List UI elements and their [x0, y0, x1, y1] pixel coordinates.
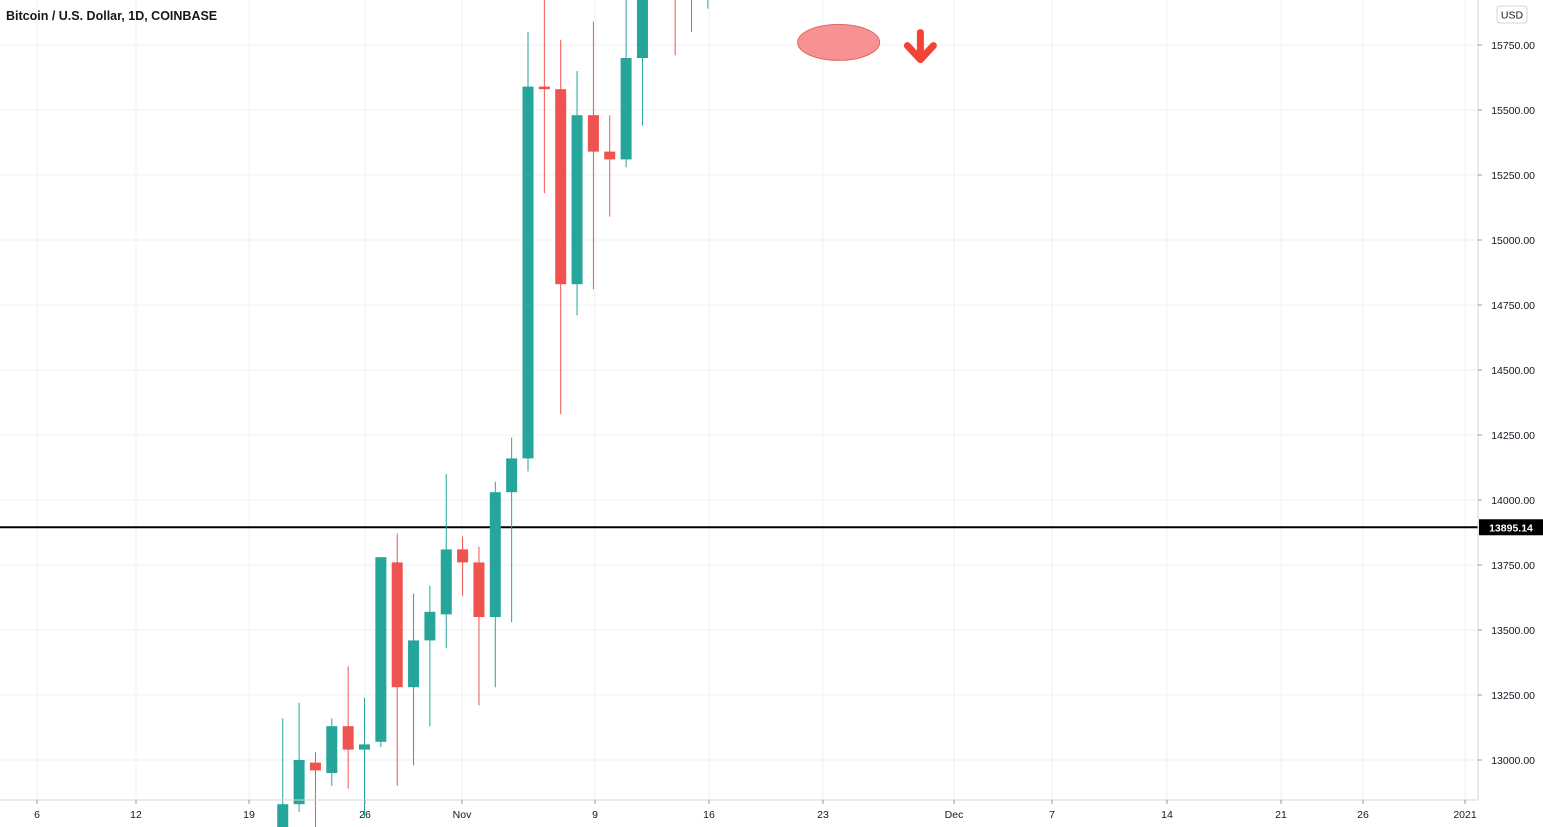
- price-tick-label: 14250.00: [1491, 430, 1535, 442]
- arrow-down-icon[interactable]: [903, 29, 937, 64]
- time-tick-label: 16: [703, 809, 715, 821]
- time-tick-label: 2021: [1453, 809, 1477, 821]
- candle-up: [522, 32, 534, 472]
- candle-up: [506, 437, 518, 623]
- time-tick-label: 19: [243, 809, 255, 821]
- time-tick-label: 7: [1049, 809, 1055, 821]
- candle-up: [489, 481, 501, 688]
- candle-down: [691, 0, 692, 32]
- candle-body: [424, 611, 436, 641]
- currency-label: USD: [1501, 10, 1524, 22]
- candle-up: [277, 718, 289, 827]
- price-tick-label: 14500.00: [1491, 365, 1535, 377]
- candles: [277, 0, 709, 827]
- candle-up: [293, 702, 305, 812]
- price-ticks: 13000.00 13250.00 13500.00 13750.00 14000.00…: [1478, 40, 1535, 767]
- chart-title: Bitcoin / U.S. Dollar, 1D, COINBASE: [6, 9, 217, 23]
- price-tick-label: 14000.00: [1491, 495, 1535, 507]
- candle-body: [391, 562, 403, 688]
- price-tick-label: 14750.00: [1491, 300, 1535, 312]
- time-tick-label: 26: [359, 809, 371, 821]
- level-price-tag-label: 13895.14: [1489, 522, 1533, 534]
- candle-body: [636, 0, 648, 58]
- candle-down: [457, 536, 469, 597]
- candle-body: [375, 557, 387, 742]
- candle-up: [326, 718, 338, 786]
- time-tick-label: 26: [1357, 809, 1369, 821]
- price-tags: 16470.2515954.9613895.1416288.9311:46:15: [1479, 519, 1543, 536]
- candle-body: [440, 549, 452, 615]
- candle-down: [473, 546, 485, 706]
- price-tick-label: 13000.00: [1491, 755, 1535, 767]
- candle-up: [408, 593, 420, 766]
- candle-up: [375, 557, 387, 747]
- time-tick-label: Dec: [945, 809, 964, 821]
- price-tick-label: 13750.00: [1491, 560, 1535, 572]
- candle-body: [457, 549, 469, 563]
- candle-body: [571, 115, 583, 285]
- candle-body: [489, 492, 501, 617]
- price-tick-label: 15500.00: [1491, 105, 1535, 117]
- time-tick-label: 6: [34, 809, 40, 821]
- drawing-annotations[interactable]: [618, 0, 937, 64]
- candle-body: [309, 762, 321, 771]
- candle-up: [636, 0, 648, 126]
- time-tick-label: 14: [1161, 809, 1173, 821]
- candle-down: [538, 0, 550, 194]
- price-tick-label: 13500.00: [1491, 625, 1535, 637]
- price-tick-label: 13250.00: [1491, 690, 1535, 702]
- price-tick-label: 15750.00: [1491, 40, 1535, 52]
- candle-body: [604, 151, 616, 160]
- candle-up: [440, 474, 452, 649]
- candle-up: [424, 585, 436, 727]
- candle-body: [587, 115, 599, 152]
- candle-up: [571, 71, 583, 316]
- currency-button[interactable]: [1496, 5, 1528, 24]
- candle-down: [342, 666, 354, 789]
- candle-body: [522, 86, 534, 459]
- candle-body: [293, 760, 305, 805]
- price-axis[interactable]: 13000.00 13250.00 13500.00 13750.00 14000.00…: [1477, 0, 1543, 800]
- candle-down: [391, 533, 403, 786]
- candle-body: [408, 640, 420, 688]
- candle-down: [674, 0, 676, 56]
- time-tick-label: 23: [817, 809, 829, 821]
- candle-body: [538, 86, 550, 90]
- candle-down: [604, 115, 616, 217]
- candle-body: [506, 458, 518, 493]
- time-tick-label: 12: [130, 809, 142, 821]
- time-tick-label: Nov: [453, 809, 472, 821]
- red-ellipse-annotation[interactable]: [797, 23, 881, 61]
- level-price-tag: [1479, 519, 1543, 536]
- candle-up: [620, 0, 632, 168]
- candle-body: [342, 726, 354, 750]
- arrow-down-head: [903, 42, 937, 64]
- candle-body: [473, 562, 485, 617]
- candle-down: [309, 752, 321, 827]
- candle-up: [359, 697, 370, 818]
- horizontal-levels[interactable]: [0, 0, 1478, 529]
- time-ticks: 6 12 19 26 Nov 9 16 23 Dec 7 14 21 26 2021: [34, 800, 1477, 821]
- candle-body: [326, 726, 338, 773]
- candle-body: [555, 89, 567, 285]
- time-tick-label: 21: [1275, 809, 1287, 821]
- candle-body: [277, 804, 289, 827]
- price-tick-label: 15000.00: [1491, 235, 1535, 247]
- candle-down: [555, 39, 567, 415]
- candle-body: [359, 744, 370, 750]
- price-tick-label: 15250.00: [1491, 170, 1535, 182]
- time-tick-label: 9: [592, 809, 598, 821]
- candle-body: [620, 58, 632, 160]
- candle-down: [587, 21, 599, 290]
- time-axis[interactable]: 6 12 19 26 Nov 9 16 23 Dec 7 14 21 26 2021: [0, 799, 1478, 821]
